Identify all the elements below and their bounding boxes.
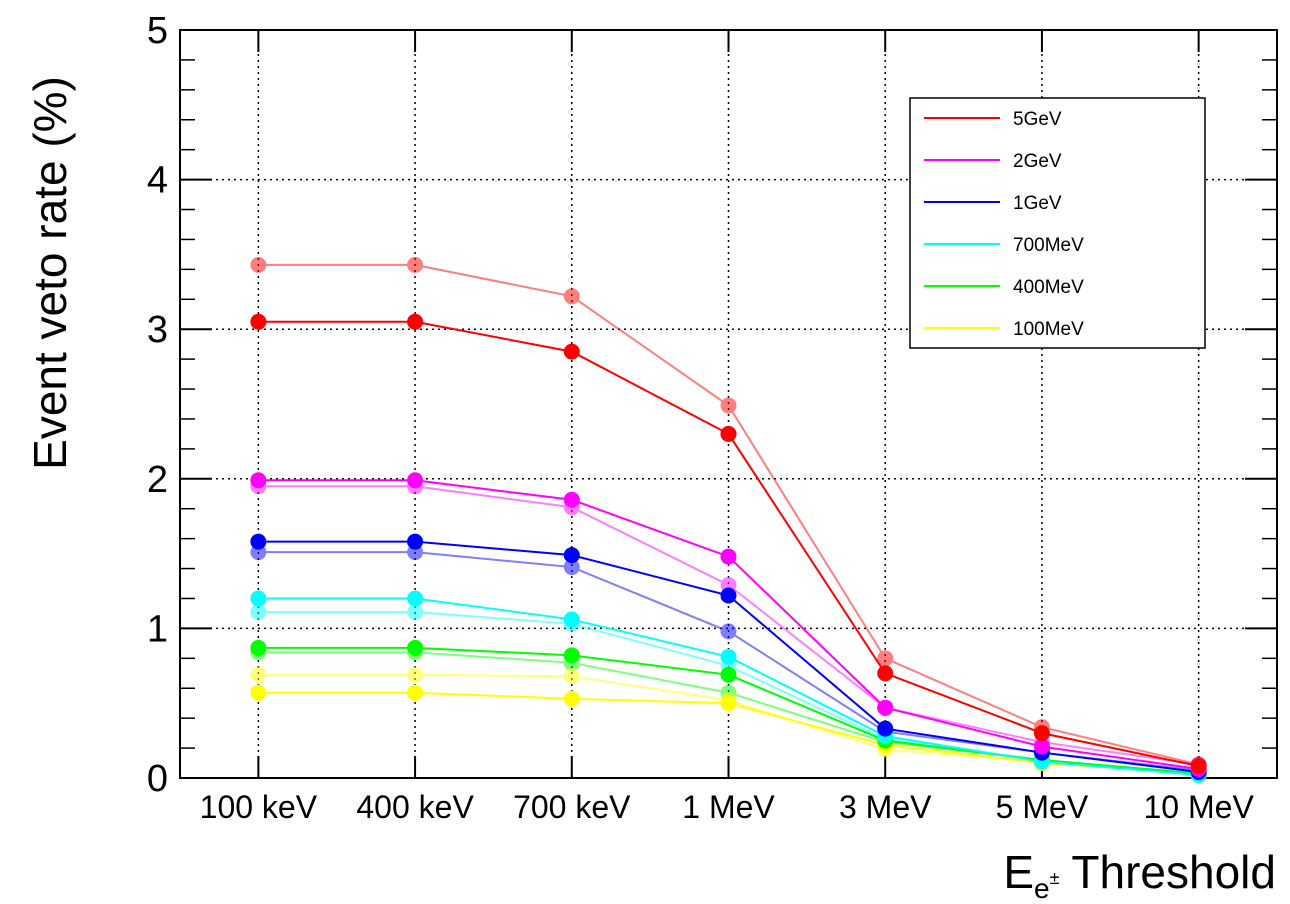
data-point [720, 548, 737, 565]
data-point [250, 533, 267, 550]
data-point [720, 587, 737, 604]
x-tick-label: 3 MeV [839, 789, 932, 825]
data-point [720, 397, 737, 414]
data-point [407, 313, 424, 330]
data-point [563, 611, 580, 628]
y-tick-label: 0 [147, 758, 168, 800]
data-point [720, 695, 737, 712]
data-point [1033, 725, 1050, 742]
data-point [563, 668, 580, 685]
axes: 100 keV 400 keV 700 keV 1 MeV 3 MeV 5 MeV 10 M… [147, 10, 1277, 825]
data-point [250, 639, 267, 656]
x-tick-label: 1 MeV [682, 789, 775, 825]
x-tick-label: 5 MeV [996, 789, 1089, 825]
data-point [563, 343, 580, 360]
data-point [250, 313, 267, 330]
x-axis-title-superscript: ± [1050, 868, 1060, 888]
x-axis-title-subscript: e [1034, 873, 1050, 904]
data-point [877, 650, 894, 667]
legend-item: 5GeV [924, 109, 1062, 130]
x-axis-title-base: E [1003, 846, 1034, 898]
data-point [720, 648, 737, 665]
data-point [563, 559, 580, 576]
legend-label: 5GeV [1013, 109, 1062, 130]
data-point [250, 472, 267, 489]
series-group [250, 256, 1207, 784]
legend-box [909, 97, 1206, 349]
y-tick-label: 5 [147, 10, 168, 52]
data-point [720, 666, 737, 683]
data-point [877, 699, 894, 716]
y-tick-label: 4 [147, 160, 168, 202]
data-point [720, 425, 737, 442]
x-axis-title-rest: Threshold [1059, 846, 1276, 898]
data-point [563, 547, 580, 564]
y-tick-label: 1 [147, 608, 168, 650]
data-point [1190, 758, 1207, 775]
legend: 5GeV 2GeV 1GeV 700MeV 400MeV 100MeV [909, 97, 1206, 349]
data-point [563, 288, 580, 305]
data-point [877, 720, 894, 737]
data-point [407, 256, 424, 273]
y-tick-label: 3 [147, 309, 168, 351]
y-tick-label: 2 [147, 459, 168, 501]
data-point [407, 603, 424, 620]
data-point [563, 690, 580, 707]
data-point [250, 590, 267, 607]
legend-item: 1GeV [924, 193, 1062, 214]
legend-label: 1GeV [1013, 193, 1062, 214]
data-point [407, 639, 424, 656]
data-point [407, 684, 424, 701]
data-point [407, 472, 424, 489]
legend-label: 100MeV [1013, 319, 1084, 340]
x-tick-label: 400 keV [356, 789, 474, 825]
legend-label: 2GeV [1013, 151, 1062, 172]
y-axis-title: Event veto rate (%) [24, 76, 76, 470]
legend-item: 700MeV [924, 235, 1084, 256]
legend-item: 100MeV [924, 319, 1084, 340]
series-5GeV [250, 313, 1207, 775]
x-tick-label: 700 keV [513, 789, 631, 825]
x-tick-label: 10 MeV [1144, 789, 1255, 825]
data-point [563, 491, 580, 508]
data-point [877, 665, 894, 682]
data-point [1033, 738, 1050, 755]
data-point [250, 684, 267, 701]
legend-label: 400MeV [1013, 277, 1084, 298]
x-axis-title: Ee± Threshold [1003, 846, 1276, 904]
data-point [250, 256, 267, 273]
legend-item: 400MeV [924, 277, 1084, 298]
data-point [250, 666, 267, 683]
data-point [563, 647, 580, 664]
data-point [720, 623, 737, 640]
data-point [407, 533, 424, 550]
data-point [250, 603, 267, 620]
data-point [407, 666, 424, 683]
legend-label: 700MeV [1013, 235, 1084, 256]
legend-item: 2GeV [924, 151, 1062, 172]
data-point [407, 590, 424, 607]
x-tick-label: 100 keV [200, 789, 318, 825]
